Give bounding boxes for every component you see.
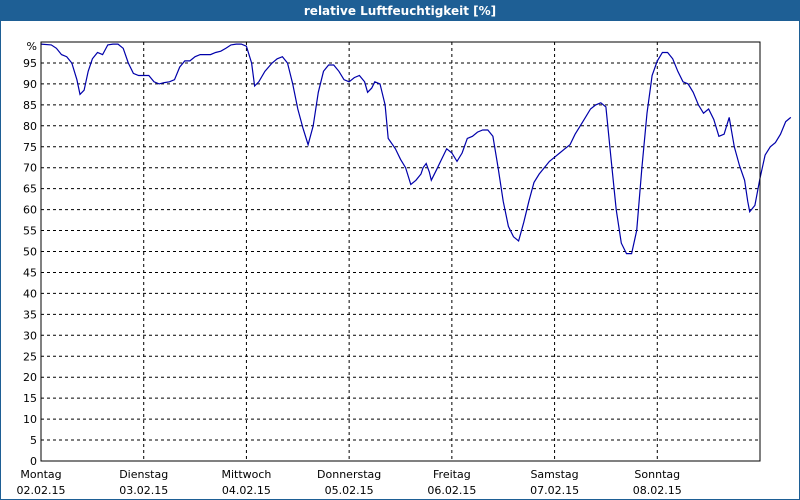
x-tick-date-label: 08.02.15: [633, 484, 682, 497]
x-tick-day-label: Mittwoch: [221, 468, 271, 481]
x-tick-day-label: Donnerstag: [317, 468, 381, 481]
x-tick-date-label: 04.02.15: [222, 484, 271, 497]
y-tick-label: 70: [23, 162, 37, 175]
y-tick-label: 25: [23, 350, 37, 363]
y-tick-label: 80: [23, 120, 37, 133]
y-tick-label: 30: [23, 329, 37, 342]
y-tick-label: 65: [23, 183, 37, 196]
y-tick-label: 50: [23, 246, 37, 259]
plot-area-border: [40, 41, 761, 462]
y-tick-label: 55: [23, 225, 37, 238]
series-layer: [40, 43, 792, 255]
y-tick-label: 40: [23, 287, 37, 300]
x-tick-date-label: 07.02.15: [530, 484, 579, 497]
humidity-series-line: [40, 43, 792, 255]
x-tick-day-label: Freitag: [433, 468, 471, 481]
x-tick-date-label: 03.02.15: [119, 484, 168, 497]
y-tick-label: 35: [23, 308, 37, 321]
x-tick-date-label: 05.02.15: [325, 484, 374, 497]
y-axis-tick-labels: 0 5 10 15 20 25 30 35 40 45 50 55 60 65 70 75 80 85 90 95%: [23, 40, 37, 468]
y-tick-label: 60: [23, 204, 37, 217]
x-tick-day-label: Dienstag: [119, 468, 168, 481]
chart-title: relative Luftfeuchtigkeit [%]: [1, 1, 799, 21]
y-unit-label: %: [27, 40, 37, 53]
y-tick-label: 0: [30, 455, 37, 468]
x-axis-tick-labels: Montag 02.02.15 Dienstag 03.02.15 Mittwoch 04…: [17, 468, 682, 497]
y-tick-label: 85: [23, 99, 37, 112]
y-tick-label: 5: [30, 434, 37, 447]
y-tick-label: 90: [23, 78, 37, 91]
y-tick-label: 75: [23, 141, 37, 154]
y-tick-label: 95: [23, 57, 37, 70]
x-tick-day-label: Samstag: [530, 468, 578, 481]
x-tick-day-label: Montag: [20, 468, 61, 481]
grid: [41, 42, 760, 461]
y-tick-label: 20: [23, 371, 37, 384]
y-tick-label: 15: [23, 392, 37, 405]
x-tick-date-label: 02.02.15: [17, 484, 66, 497]
x-tick-date-label: 06.02.15: [427, 484, 476, 497]
y-tick-label: 45: [23, 266, 37, 279]
y-tick-label: 10: [23, 413, 37, 426]
x-tick-day-label: Sonntag: [634, 468, 680, 481]
